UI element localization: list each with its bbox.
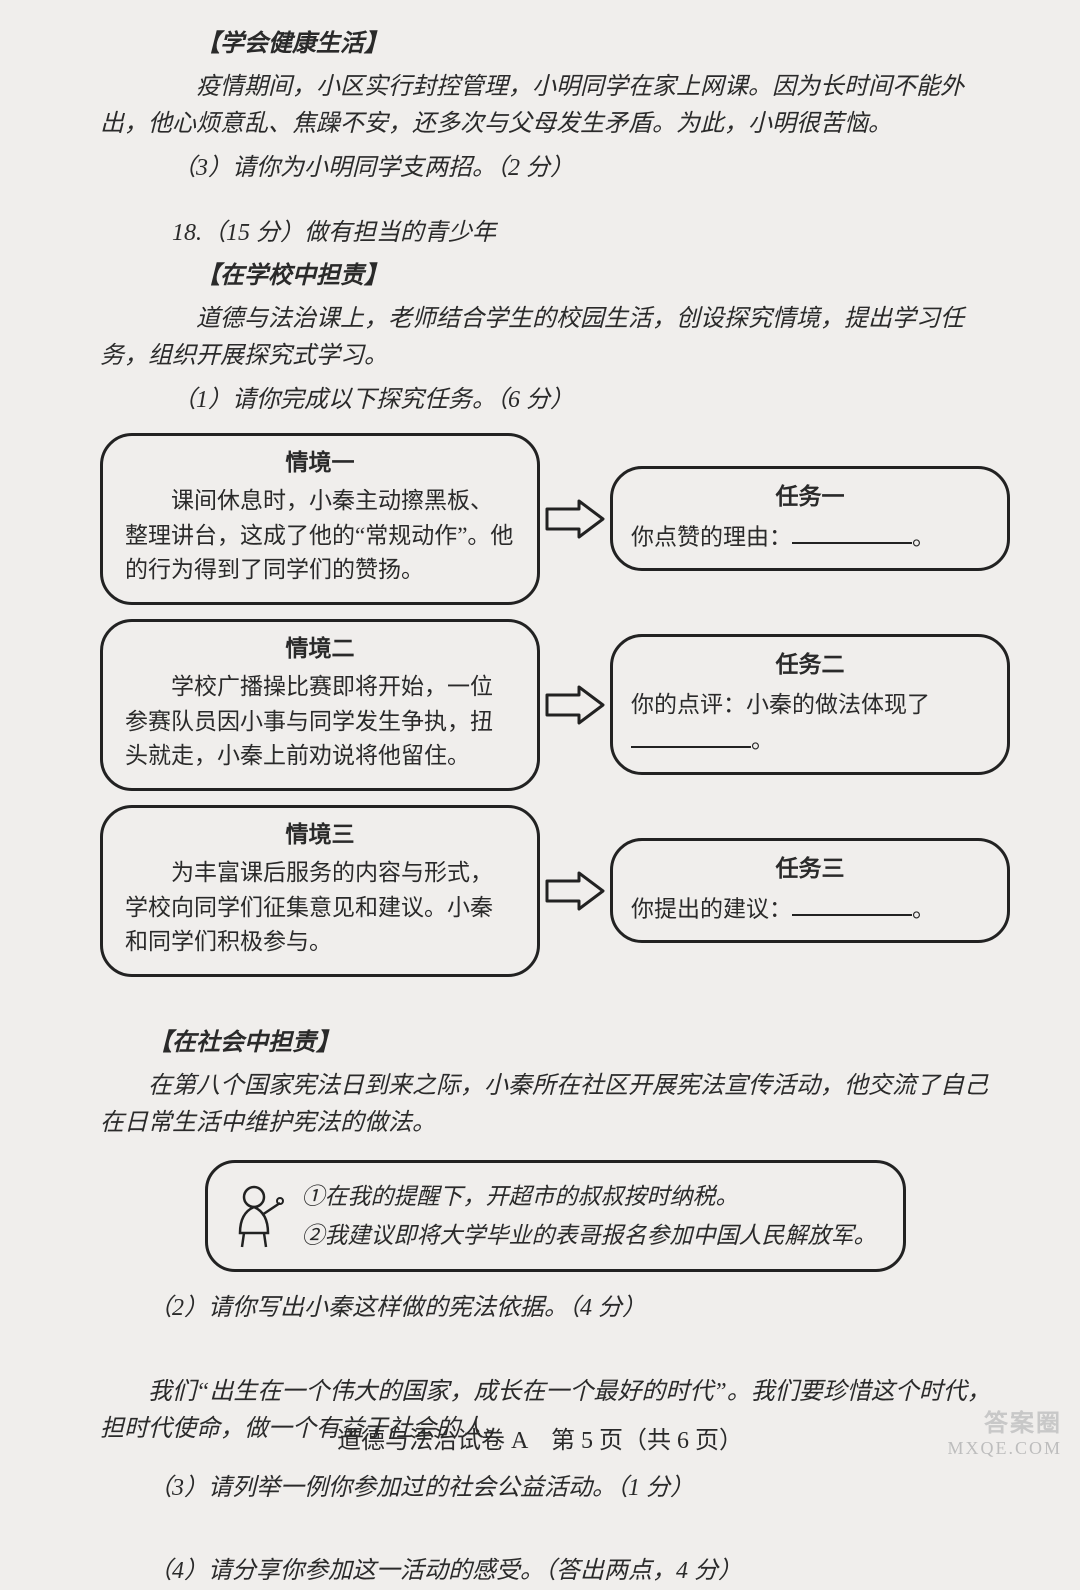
task-title: 任务三	[631, 851, 989, 887]
watermark-en: MXQE.COM	[947, 1438, 1062, 1459]
q18-sec2-para: 在第八个国家宪法日到来之际，小秦所在社区开展宪法宣传活动，他交流了自己在日常生活…	[100, 1068, 1010, 1142]
q18-q2: （2）请你写出小秦这样做的宪法依据。（4 分）	[100, 1290, 1010, 1327]
q18-q3: （3）请列举一例你参加过的社会公益活动。（1 分）	[100, 1470, 1010, 1507]
scenario-box: 情境三 为丰富课后服务的内容与形式，学校向同学们征集意见和建议。小秦和同学们积极…	[100, 805, 540, 977]
q17-para: 疫情期间，小区实行封控管理，小明同学在家上网课。因为长时间不能外出，他心烦意乱、…	[100, 69, 1010, 143]
speech-line2: ②我建议即将大学毕业的表哥报名参加中国人民解放军。	[302, 1216, 877, 1255]
q17-subhead: 【学会健康生活】	[100, 26, 1010, 63]
task-body-post: 。	[912, 896, 935, 921]
arrow-wrap	[540, 869, 610, 913]
task-box: 任务二你的点评：小秦的做法体现了。	[610, 634, 1010, 775]
q17-q3: （3）请你为小明同学支两招。（2 分）	[100, 150, 1010, 187]
scenario-task-row: 情境三 为丰富课后服务的内容与形式，学校向同学们征集意见和建议。小秦和同学们积极…	[100, 805, 1010, 977]
scenario-box: 情境一 课间休息时，小秦主动擦黑板、整理讲台，这成了他的“常规动作”。他的行为得…	[100, 433, 540, 605]
arrow-right-icon	[545, 497, 605, 541]
arrow-right-icon	[545, 683, 605, 727]
watermark: 答案圈 MXQE.COM	[947, 1403, 1062, 1459]
page-footer: 道德与法治试卷 A 第 5 页（共 6 页）	[0, 1420, 1080, 1455]
person-icon	[234, 1183, 286, 1249]
task-box: 任务三你提出的建议： 。	[610, 838, 1010, 944]
task-body: 你的点评：小秦的做法体现了。	[631, 687, 989, 759]
arrow-wrap	[540, 497, 610, 541]
scenario-box: 情境二 学校广播操比赛即将开始，一位参赛队员因小事与同学发生争执，扭头就走，小秦…	[100, 619, 540, 791]
fill-blank[interactable]	[792, 519, 912, 544]
fill-blank[interactable]	[792, 891, 912, 916]
task-body-pre: 你点赞的理由：	[631, 524, 792, 549]
scenario-task-row: 情境一 课间休息时，小秦主动擦黑板、整理讲台，这成了他的“常规动作”。他的行为得…	[100, 433, 1010, 605]
scenario-title: 情境二	[125, 632, 515, 667]
speech-box: ①在我的提醒下，开超市的叔叔按时纳税。 ②我建议即将大学毕业的表哥报名参加中国人…	[205, 1160, 906, 1272]
speech-text: ①在我的提醒下，开超市的叔叔按时纳税。 ②我建议即将大学毕业的表哥报名参加中国人…	[302, 1177, 877, 1255]
task-title: 任务二	[631, 647, 989, 683]
q18-sec1-title: 【在学校中担责】	[100, 258, 1010, 295]
arrow-wrap	[540, 683, 610, 727]
scenario-task-row: 情境二 学校广播操比赛即将开始，一位参赛队员因小事与同学发生争执，扭头就走，小秦…	[100, 619, 1010, 791]
watermark-cn: 答案圈	[984, 1403, 1062, 1438]
task-body: 你点赞的理由： 。	[631, 519, 989, 555]
fill-blank[interactable]	[631, 722, 751, 747]
q18-sec1-para: 道德与法治课上，老师结合学生的校园生活，创设探究情境，提出学习任务，组织开展探究…	[100, 301, 1010, 375]
q18-sec2-title: 【在社会中担责】	[100, 1025, 1010, 1062]
task-body-post: 。	[912, 524, 935, 549]
scenario-title: 情境三	[125, 818, 515, 853]
task-body: 你提出的建议： 。	[631, 891, 989, 927]
task-title: 任务一	[631, 479, 989, 515]
q18-head: 18.（15 分）做有担当的青少年	[100, 215, 1010, 252]
task-body-pre: 你提出的建议：	[631, 896, 792, 921]
scenario-task-pairs: 情境一 课间休息时，小秦主动擦黑板、整理讲台，这成了他的“常规动作”。他的行为得…	[100, 433, 1010, 977]
arrow-right-icon	[545, 869, 605, 913]
task-body-post: 。	[751, 728, 774, 753]
scenario-body: 学校广播操比赛即将开始，一位参赛队员因小事与同学发生争执，扭头就走，小秦上前劝说…	[125, 670, 515, 774]
q18-q1: （1）请你完成以下探究任务。（6 分）	[100, 382, 1010, 419]
scenario-title: 情境一	[125, 446, 515, 481]
task-box: 任务一你点赞的理由： 。	[610, 466, 1010, 572]
scenario-body: 课间休息时，小秦主动擦黑板、整理讲台，这成了他的“常规动作”。他的行为得到了同学…	[125, 484, 515, 588]
speech-row: ①在我的提醒下，开超市的叔叔按时纳税。 ②我建议即将大学毕业的表哥报名参加中国人…	[100, 1160, 1010, 1272]
q18-q4: （4）请分享你参加这一活动的感受。（答出两点，4 分）	[100, 1553, 1010, 1590]
scenario-body: 为丰富课后服务的内容与形式，学校向同学们征集意见和建议。小秦和同学们积极参与。	[125, 856, 515, 960]
speech-line1: ①在我的提醒下，开超市的叔叔按时纳税。	[302, 1177, 877, 1216]
task-body-pre: 你的点评：小秦的做法体现了	[631, 692, 930, 717]
